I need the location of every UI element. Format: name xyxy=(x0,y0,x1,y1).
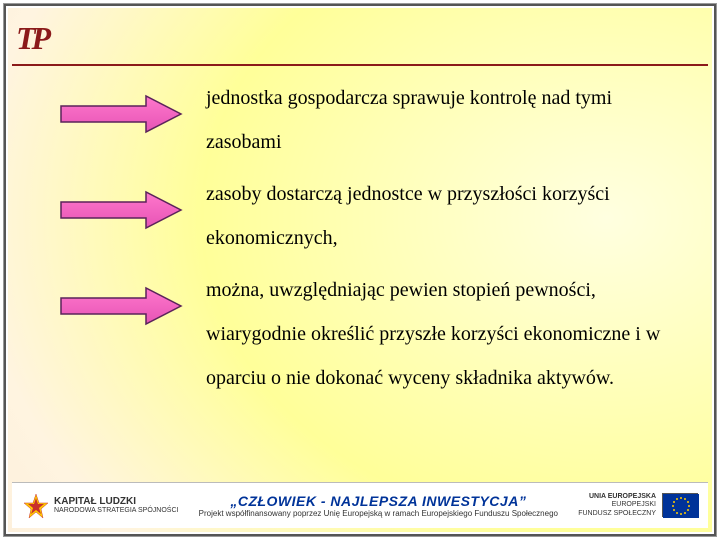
header-bar: TP xyxy=(12,12,708,66)
arrow-icon xyxy=(36,76,206,134)
bullet-text: zasoby dostarczą jednostce w przyszłości… xyxy=(206,172,684,260)
footer-subtitle: Projekt współfinansowany poprzez Unię Eu… xyxy=(186,509,570,518)
kl-subtitle: NARODOWA STRATEGIA SPÓJNOŚCI xyxy=(54,507,178,515)
bullet-row: można, uwzględniając pewien stopień pewn… xyxy=(36,268,684,400)
eu-line2: EUROPEJSKI xyxy=(578,501,656,509)
footer: KAPITAŁ LUDZKI NARODOWA STRATEGIA SPÓJNO… xyxy=(12,482,708,528)
eu-text: UNIA EUROPEJSKA EUROPEJSKI FUNDUSZ SPOŁE… xyxy=(578,493,656,518)
bullet-text: można, uwzględniając pewien stopień pewn… xyxy=(206,268,684,400)
arrow-icon xyxy=(36,172,206,230)
kl-badge: KAPITAŁ LUDZKI NARODOWA STRATEGIA SPÓJNO… xyxy=(22,492,178,520)
bullet-text: jednostka gospodarcza sprawuje kontrolę … xyxy=(206,76,684,164)
eu-block: UNIA EUROPEJSKA EUROPEJSKI FUNDUSZ SPOŁE… xyxy=(578,493,698,518)
content-area: jednostka gospodarcza sprawuje kontrolę … xyxy=(36,76,684,474)
footer-center: „CZŁOWIEK - NAJLEPSZA INWESTYCJA” Projek… xyxy=(186,493,570,518)
footer-title: „CZŁOWIEK - NAJLEPSZA INWESTYCJA” xyxy=(186,493,570,509)
kl-star-icon xyxy=(22,492,50,520)
slide-frame: TP jednostka gospodarcza sprawuje kontro… xyxy=(4,4,716,536)
eu-line1: UNIA EUROPEJSKA xyxy=(578,493,656,501)
bullet-row: jednostka gospodarcza sprawuje kontrolę … xyxy=(36,76,684,164)
bullet-row: zasoby dostarczą jednostce w przyszłości… xyxy=(36,172,684,260)
kl-text: KAPITAŁ LUDZKI NARODOWA STRATEGIA SPÓJNO… xyxy=(54,496,178,515)
arrow-icon xyxy=(36,268,206,326)
kl-title: KAPITAŁ LUDZKI xyxy=(54,496,178,507)
eu-flag-icon xyxy=(662,493,698,517)
logo-text: TP xyxy=(16,20,47,57)
eu-line3: FUNDUSZ SPOŁECZNY xyxy=(578,510,656,518)
slide: TP jednostka gospodarcza sprawuje kontro… xyxy=(0,0,720,540)
